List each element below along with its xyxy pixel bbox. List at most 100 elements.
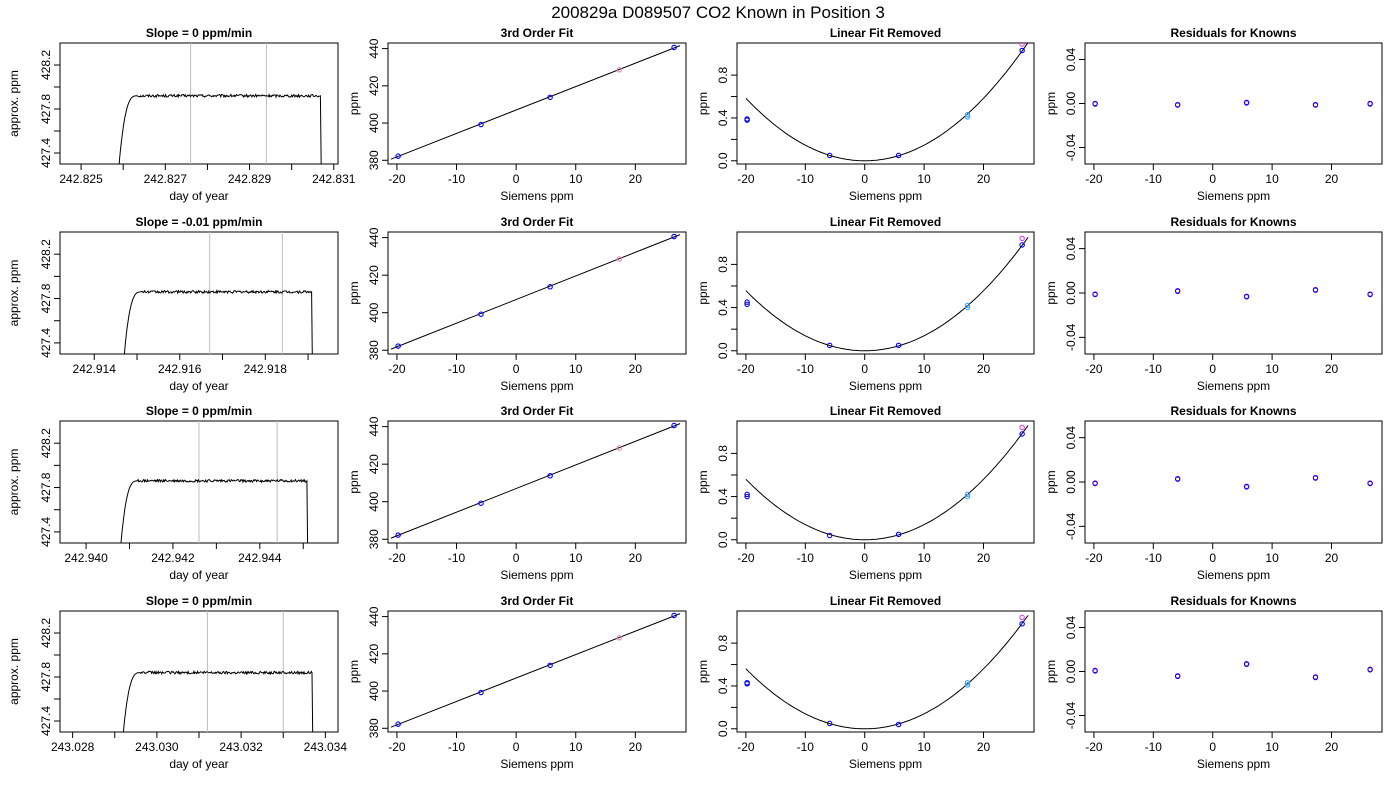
y-tick-label: 0.0 — [716, 342, 730, 359]
y-tick-label: 427.8 — [39, 472, 53, 502]
x-tick-label: 20 — [977, 740, 991, 754]
x-axis-label: day of year — [169, 757, 228, 771]
panel-title: 3rd Order Fit — [501, 594, 574, 608]
y-tick-label: 0.04 — [1064, 615, 1078, 639]
plot-frame — [387, 420, 687, 544]
data-point-overlay — [1092, 101, 1098, 107]
y-tick-label: 0.8 — [716, 445, 730, 462]
x-tick-label: -10 — [797, 740, 815, 754]
y-tick-label: 440 — [367, 606, 381, 626]
x-tick-label: -20 — [737, 362, 755, 376]
x-tick-label: -20 — [1085, 551, 1103, 565]
fit-curve — [745, 237, 1029, 352]
data-point — [964, 493, 971, 500]
x-tick-label: 10 — [917, 551, 931, 565]
plot-area — [123, 232, 313, 354]
x-tick-label: 242.940 — [64, 551, 108, 565]
panel-r3c2: 3rd Order Fit -20 -10 0 10 20 380 400 420 440 Siem… — [347, 404, 687, 582]
y-tick-label: 0.04 — [1064, 426, 1078, 450]
panel-title: Linear Fit Removed — [830, 404, 941, 418]
x-tick-label: -20 — [737, 551, 755, 565]
plot-area — [744, 235, 1029, 352]
plot-frame — [59, 42, 339, 165]
fit-line — [390, 234, 681, 350]
panel-r2c1: Slope = -0.01 ppm/min 242.914 242.916 242.9… — [7, 215, 339, 393]
data-point — [616, 635, 622, 641]
x-axis-label: Siemens ppm — [500, 757, 573, 771]
y-tick-label: 427.8 — [39, 94, 53, 124]
x-tick-label: 20 — [977, 172, 991, 186]
y-tick-label: 427.4 — [39, 328, 53, 358]
x-tick-label: 242.914 — [73, 362, 117, 376]
x-tick-label: 10 — [917, 172, 931, 186]
panel-r4c2: 3rd Order Fit -20 -10 0 10 20 380 400 420 440 Siem… — [347, 594, 687, 771]
x-tick-label: 10 — [569, 740, 583, 754]
plot-area — [744, 43, 1029, 162]
fit-curve — [745, 615, 1029, 730]
y-tick-label: -0.04 — [1064, 512, 1078, 540]
y-axis-label: ppm — [1044, 470, 1058, 493]
x-axis-label: day of year — [169, 189, 228, 203]
x-axis-label: Siemens ppm — [1197, 757, 1270, 771]
data-point — [895, 721, 902, 728]
plot-area — [1092, 474, 1373, 490]
y-tick-label: 420 — [367, 75, 381, 95]
panel-r3c1: Slope = 0 ppm/min 242.940 242.942 242.944 42… — [7, 404, 339, 582]
x-tick-label: 10 — [917, 362, 931, 376]
x-tick-label: 10 — [1265, 362, 1279, 376]
fit-curve — [745, 43, 1029, 162]
data-point — [744, 301, 750, 308]
y-tick-label: 380 — [367, 340, 381, 360]
x-tick-label: 10 — [917, 740, 931, 754]
x-tick-label: 0 — [861, 172, 868, 186]
x-tick-label: 242.918 — [244, 362, 288, 376]
plot-frame — [387, 42, 687, 165]
plot-area — [390, 233, 681, 350]
y-tick-label: 0.00 — [1064, 281, 1078, 305]
panel-title: Residuals for Knowns — [1170, 404, 1296, 418]
panel-r1c2: 3rd Order Fit -20 -10 0 10 20 380 400 420 440 Siem… — [347, 26, 687, 203]
x-tick-label: -10 — [1145, 551, 1163, 565]
data-point — [826, 152, 833, 159]
data-point-overlay — [1312, 287, 1319, 293]
data-point-overlay — [1175, 476, 1181, 482]
plot-area — [122, 611, 314, 732]
data-point-overlay — [1175, 102, 1181, 108]
y-axis-label: ppm — [1044, 281, 1058, 304]
panel-r1c3: Linear Fit Removed -20 -10 0 10 20 0.0 0.4 0.8 Si… — [696, 26, 1035, 203]
x-tick-label: 20 — [629, 740, 643, 754]
x-axis-label: Siemens ppm — [849, 379, 922, 393]
panel-title: Slope = 0 ppm/min — [146, 404, 252, 418]
y-axis-label: ppm — [696, 470, 710, 493]
panel-r4c3: Linear Fit Removed -20 -10 0 10 20 0.0 0.4 0.8 Si… — [696, 594, 1035, 771]
data-point — [1019, 431, 1025, 437]
y-axis-label: approx. ppm — [7, 449, 21, 516]
plot-frame — [387, 610, 687, 733]
x-tick-label: 20 — [977, 551, 991, 565]
fit-line — [390, 613, 681, 728]
y-tick-label: 427.8 — [39, 283, 53, 313]
plot-area — [744, 424, 1029, 541]
x-tick-label: -20 — [388, 740, 406, 754]
y-axis-label: approx. ppm — [7, 70, 21, 137]
y-tick-label: 0.4 — [716, 109, 730, 126]
y-tick-label: 0.0 — [716, 531, 730, 548]
data-point-overlay — [1092, 481, 1098, 487]
x-tick-label: -20 — [737, 740, 755, 754]
panel-title: 3rd Order Fit — [501, 404, 574, 418]
y-tick-label: 428.2 — [39, 428, 53, 458]
y-tick-label: 440 — [367, 227, 381, 247]
fit-line — [390, 423, 681, 539]
panel-r2c2: 3rd Order Fit -20 -10 0 10 20 380 400 420 440 Siem… — [347, 215, 687, 393]
x-tick-label: -10 — [448, 551, 466, 565]
x-axis-label: day of year — [169, 568, 228, 582]
data-point-overlay — [1175, 673, 1181, 680]
fit-curve — [745, 425, 1029, 541]
panel-title: Residuals for Knowns — [1170, 594, 1296, 608]
data-point-overlay — [1243, 661, 1250, 668]
panel-r1c4: Residuals for Knowns -20 -10 0 10 20 -0.04 0.00… — [1044, 26, 1383, 203]
y-axis-label: approx. ppm — [7, 260, 21, 327]
x-tick-label: -20 — [388, 551, 406, 565]
y-tick-label: 400 — [367, 681, 381, 701]
y-axis-label: ppm — [696, 660, 710, 683]
